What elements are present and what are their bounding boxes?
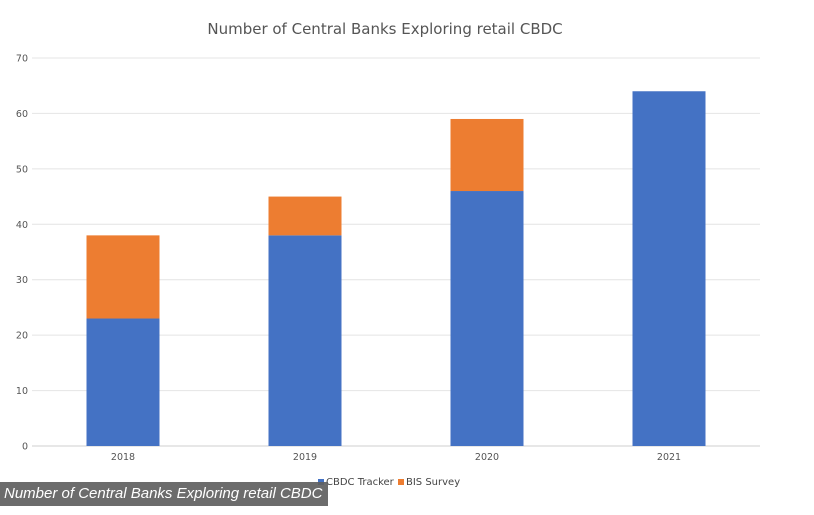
bar-2019-series-0 xyxy=(268,235,342,446)
x-axis-ticks: 2018 2019 2020 2021 xyxy=(111,452,681,463)
bar-2018-series-0 xyxy=(86,318,160,446)
y-tick-label: 50 xyxy=(16,164,28,175)
y-tick-label: 60 xyxy=(16,109,28,120)
legend-label-0: CBDC Tracker xyxy=(326,477,395,488)
bar-2020-series-0 xyxy=(450,191,524,446)
legend-swatch-1 xyxy=(398,479,404,485)
y-axis-ticks: 0 10 20 30 40 50 60 70 xyxy=(16,54,28,453)
bars xyxy=(86,91,706,446)
x-tick-label: 2019 xyxy=(293,452,317,463)
bar-2020-series-1 xyxy=(450,118,524,192)
y-tick-label: 40 xyxy=(16,220,28,231)
bar-2018-series-1 xyxy=(86,235,160,319)
x-tick-label: 2020 xyxy=(475,452,499,463)
y-tick-label: 70 xyxy=(16,54,28,65)
y-tick-label: 0 xyxy=(22,442,28,453)
y-tick-label: 10 xyxy=(16,386,28,397)
legend-label-1: BIS Survey xyxy=(406,477,460,488)
y-tick-label: 20 xyxy=(16,331,28,342)
y-tick-label: 30 xyxy=(16,275,28,286)
x-tick-label: 2021 xyxy=(657,452,681,463)
x-tick-label: 2018 xyxy=(111,452,135,463)
bar-2021-series-0 xyxy=(632,91,706,446)
legend: CBDC Tracker BIS Survey xyxy=(318,477,460,488)
bar-2019-series-1 xyxy=(268,196,342,236)
chart-title: Number of Central Banks Exploring retail… xyxy=(207,20,562,38)
image-caption: Number of Central Banks Exploring retail… xyxy=(0,482,329,506)
